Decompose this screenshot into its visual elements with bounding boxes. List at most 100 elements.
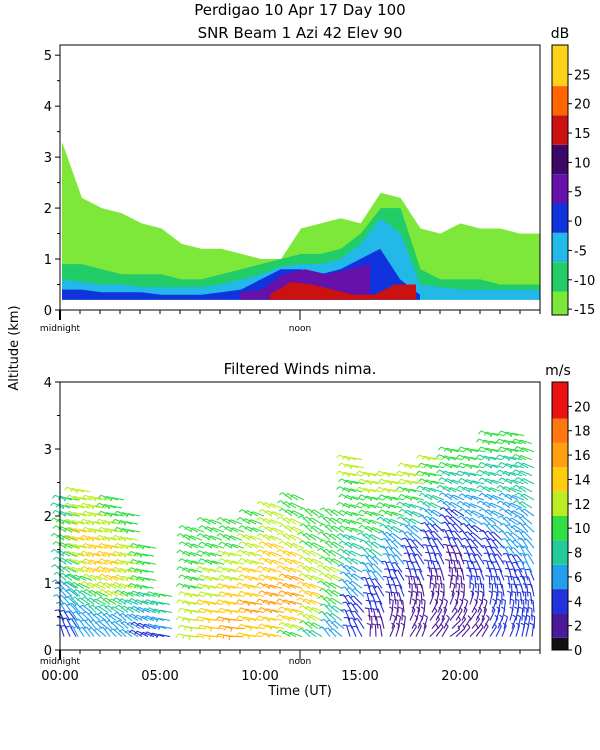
wind-barb-flag <box>51 579 56 583</box>
wind-barb-flag <box>325 619 330 623</box>
wind-barb-flag <box>513 500 517 504</box>
wind-barb-flag <box>462 502 466 506</box>
wind-barb-flag <box>299 507 304 511</box>
wind-barb-flag <box>396 614 401 618</box>
wind-barb <box>220 574 233 581</box>
wind-barb-flag <box>109 575 114 580</box>
wind-barb-flag <box>196 583 200 588</box>
wind-barb-flag <box>243 592 248 597</box>
wind-barb <box>121 598 133 605</box>
wind-barb <box>230 601 243 605</box>
wind-barb-flag <box>176 549 180 554</box>
wind-barb-flag <box>279 524 283 528</box>
wind-barb <box>512 576 517 589</box>
wind-barb-flag <box>308 599 312 604</box>
wind-barb-flag <box>189 593 193 598</box>
wind-barb-flag <box>75 568 80 573</box>
wind-barb-flag <box>54 609 59 612</box>
wind-barb <box>492 494 505 501</box>
wind-barb-flag <box>507 441 511 446</box>
wind-barb-flag <box>236 549 241 554</box>
wind-barb-flag <box>341 487 346 492</box>
wind-barb <box>306 516 317 525</box>
wind-barb-flag <box>496 438 500 443</box>
wind-barb <box>368 540 379 549</box>
wind-barb-flag <box>63 497 67 502</box>
wind-barb-flag <box>423 515 428 519</box>
wind-barb-flag <box>117 552 121 557</box>
wind-barb <box>400 462 413 469</box>
wind-barb <box>518 530 527 541</box>
wind-barb <box>69 558 81 565</box>
wind-barb-flag <box>462 516 467 520</box>
wind-barb-flag <box>410 511 414 516</box>
wind-barb-flag <box>114 510 118 515</box>
wind-barb <box>528 576 533 589</box>
wind-barb <box>179 533 191 541</box>
wind-barb <box>219 517 231 525</box>
wind-barb-flag <box>244 542 248 547</box>
wind-barb <box>507 576 511 589</box>
wind-barb-flag <box>318 611 323 614</box>
wind-barb-flag <box>93 560 97 565</box>
wind-barb-flag <box>66 573 71 577</box>
wind-barb-flag <box>76 583 80 587</box>
wind-barb-flag <box>290 526 294 531</box>
wind-barb <box>520 470 533 477</box>
wind-barb <box>459 485 471 493</box>
wind-barb <box>307 590 319 597</box>
wind-barb <box>460 462 473 469</box>
wind-barb-flag <box>198 574 202 579</box>
wind-barb-flag <box>477 515 482 519</box>
wind-barb <box>418 470 431 477</box>
wind-barb-flag <box>224 542 228 547</box>
wind-barb-flag <box>269 576 273 581</box>
wind-barb-flag <box>72 611 77 614</box>
wind-colorbar-label: 12 <box>574 498 591 513</box>
wind-barb-flag <box>349 465 353 470</box>
wind-barb <box>250 617 263 622</box>
wind-barb <box>332 612 343 621</box>
wind-barb <box>392 569 399 581</box>
wind-barb-flag <box>238 574 242 578</box>
wind-barb-flag <box>488 517 493 521</box>
wind-barb <box>83 581 95 589</box>
wind-barb-flag <box>230 627 233 632</box>
wind-barb <box>91 627 101 637</box>
wind-barb <box>444 521 453 533</box>
wind-barb <box>427 493 439 501</box>
wind-barb-flag <box>71 496 75 501</box>
wind-barb <box>96 590 109 597</box>
wind-barb-flag <box>107 505 111 510</box>
wind-barb <box>466 494 479 501</box>
wind-barb-flag <box>518 470 522 475</box>
wind-barb-flag <box>77 513 81 518</box>
wind-barb-flag <box>496 500 501 504</box>
wind-barb <box>429 576 432 589</box>
wind-barb <box>367 525 379 533</box>
wind-barb-flag <box>187 585 191 590</box>
wind-barb <box>456 568 459 581</box>
wind-barb-flag <box>445 559 450 561</box>
wind-barb <box>212 543 225 549</box>
wind-barb-flag <box>304 590 308 595</box>
wind-barb <box>452 479 465 485</box>
wind-barb-flag <box>496 598 501 602</box>
wind-barb-flag <box>93 575 98 580</box>
wind-barb-flag <box>104 589 109 594</box>
wind-barb-flag <box>470 524 475 529</box>
wind-barb <box>142 600 155 605</box>
wind-barb <box>55 509 67 517</box>
wind-barb <box>399 585 405 597</box>
wind-barb-flag <box>242 534 246 539</box>
wind-barb-flag <box>431 545 437 548</box>
wind-barb <box>391 576 397 589</box>
wind-barb-flag <box>416 454 420 459</box>
wind-barb-flag <box>489 433 493 438</box>
wind-barb-flag <box>101 552 106 557</box>
wind-barb-flag <box>443 463 448 468</box>
wind-barb-flag <box>249 560 253 565</box>
wind-barb-flag <box>175 633 179 638</box>
wind-barb-flag <box>506 560 511 563</box>
wind-barb <box>353 573 365 581</box>
